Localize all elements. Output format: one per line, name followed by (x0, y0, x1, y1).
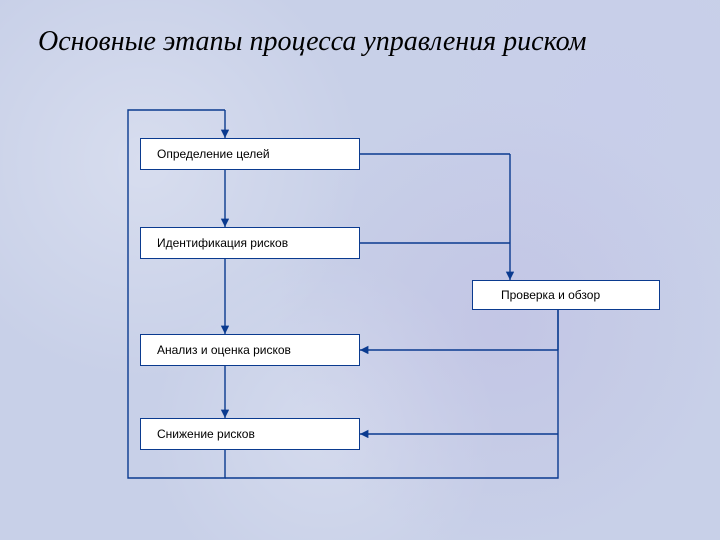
node-analysis-label: Анализ и оценка рисков (157, 343, 291, 357)
node-identification: Идентификация рисков (140, 227, 360, 259)
node-mitigation-label: Снижение рисков (157, 427, 255, 441)
node-review-label: Проверка и обзор (501, 288, 600, 302)
node-analysis: Анализ и оценка рисков (140, 334, 360, 366)
node-goals-label: Определение целей (157, 147, 270, 161)
flow-arrows (0, 0, 720, 540)
node-goals: Определение целей (140, 138, 360, 170)
node-identification-label: Идентификация рисков (157, 236, 288, 250)
slide-title: Основные этапы процесса управления риско… (38, 26, 586, 58)
node-review: Проверка и обзор (472, 280, 660, 310)
node-mitigation: Снижение рисков (140, 418, 360, 450)
